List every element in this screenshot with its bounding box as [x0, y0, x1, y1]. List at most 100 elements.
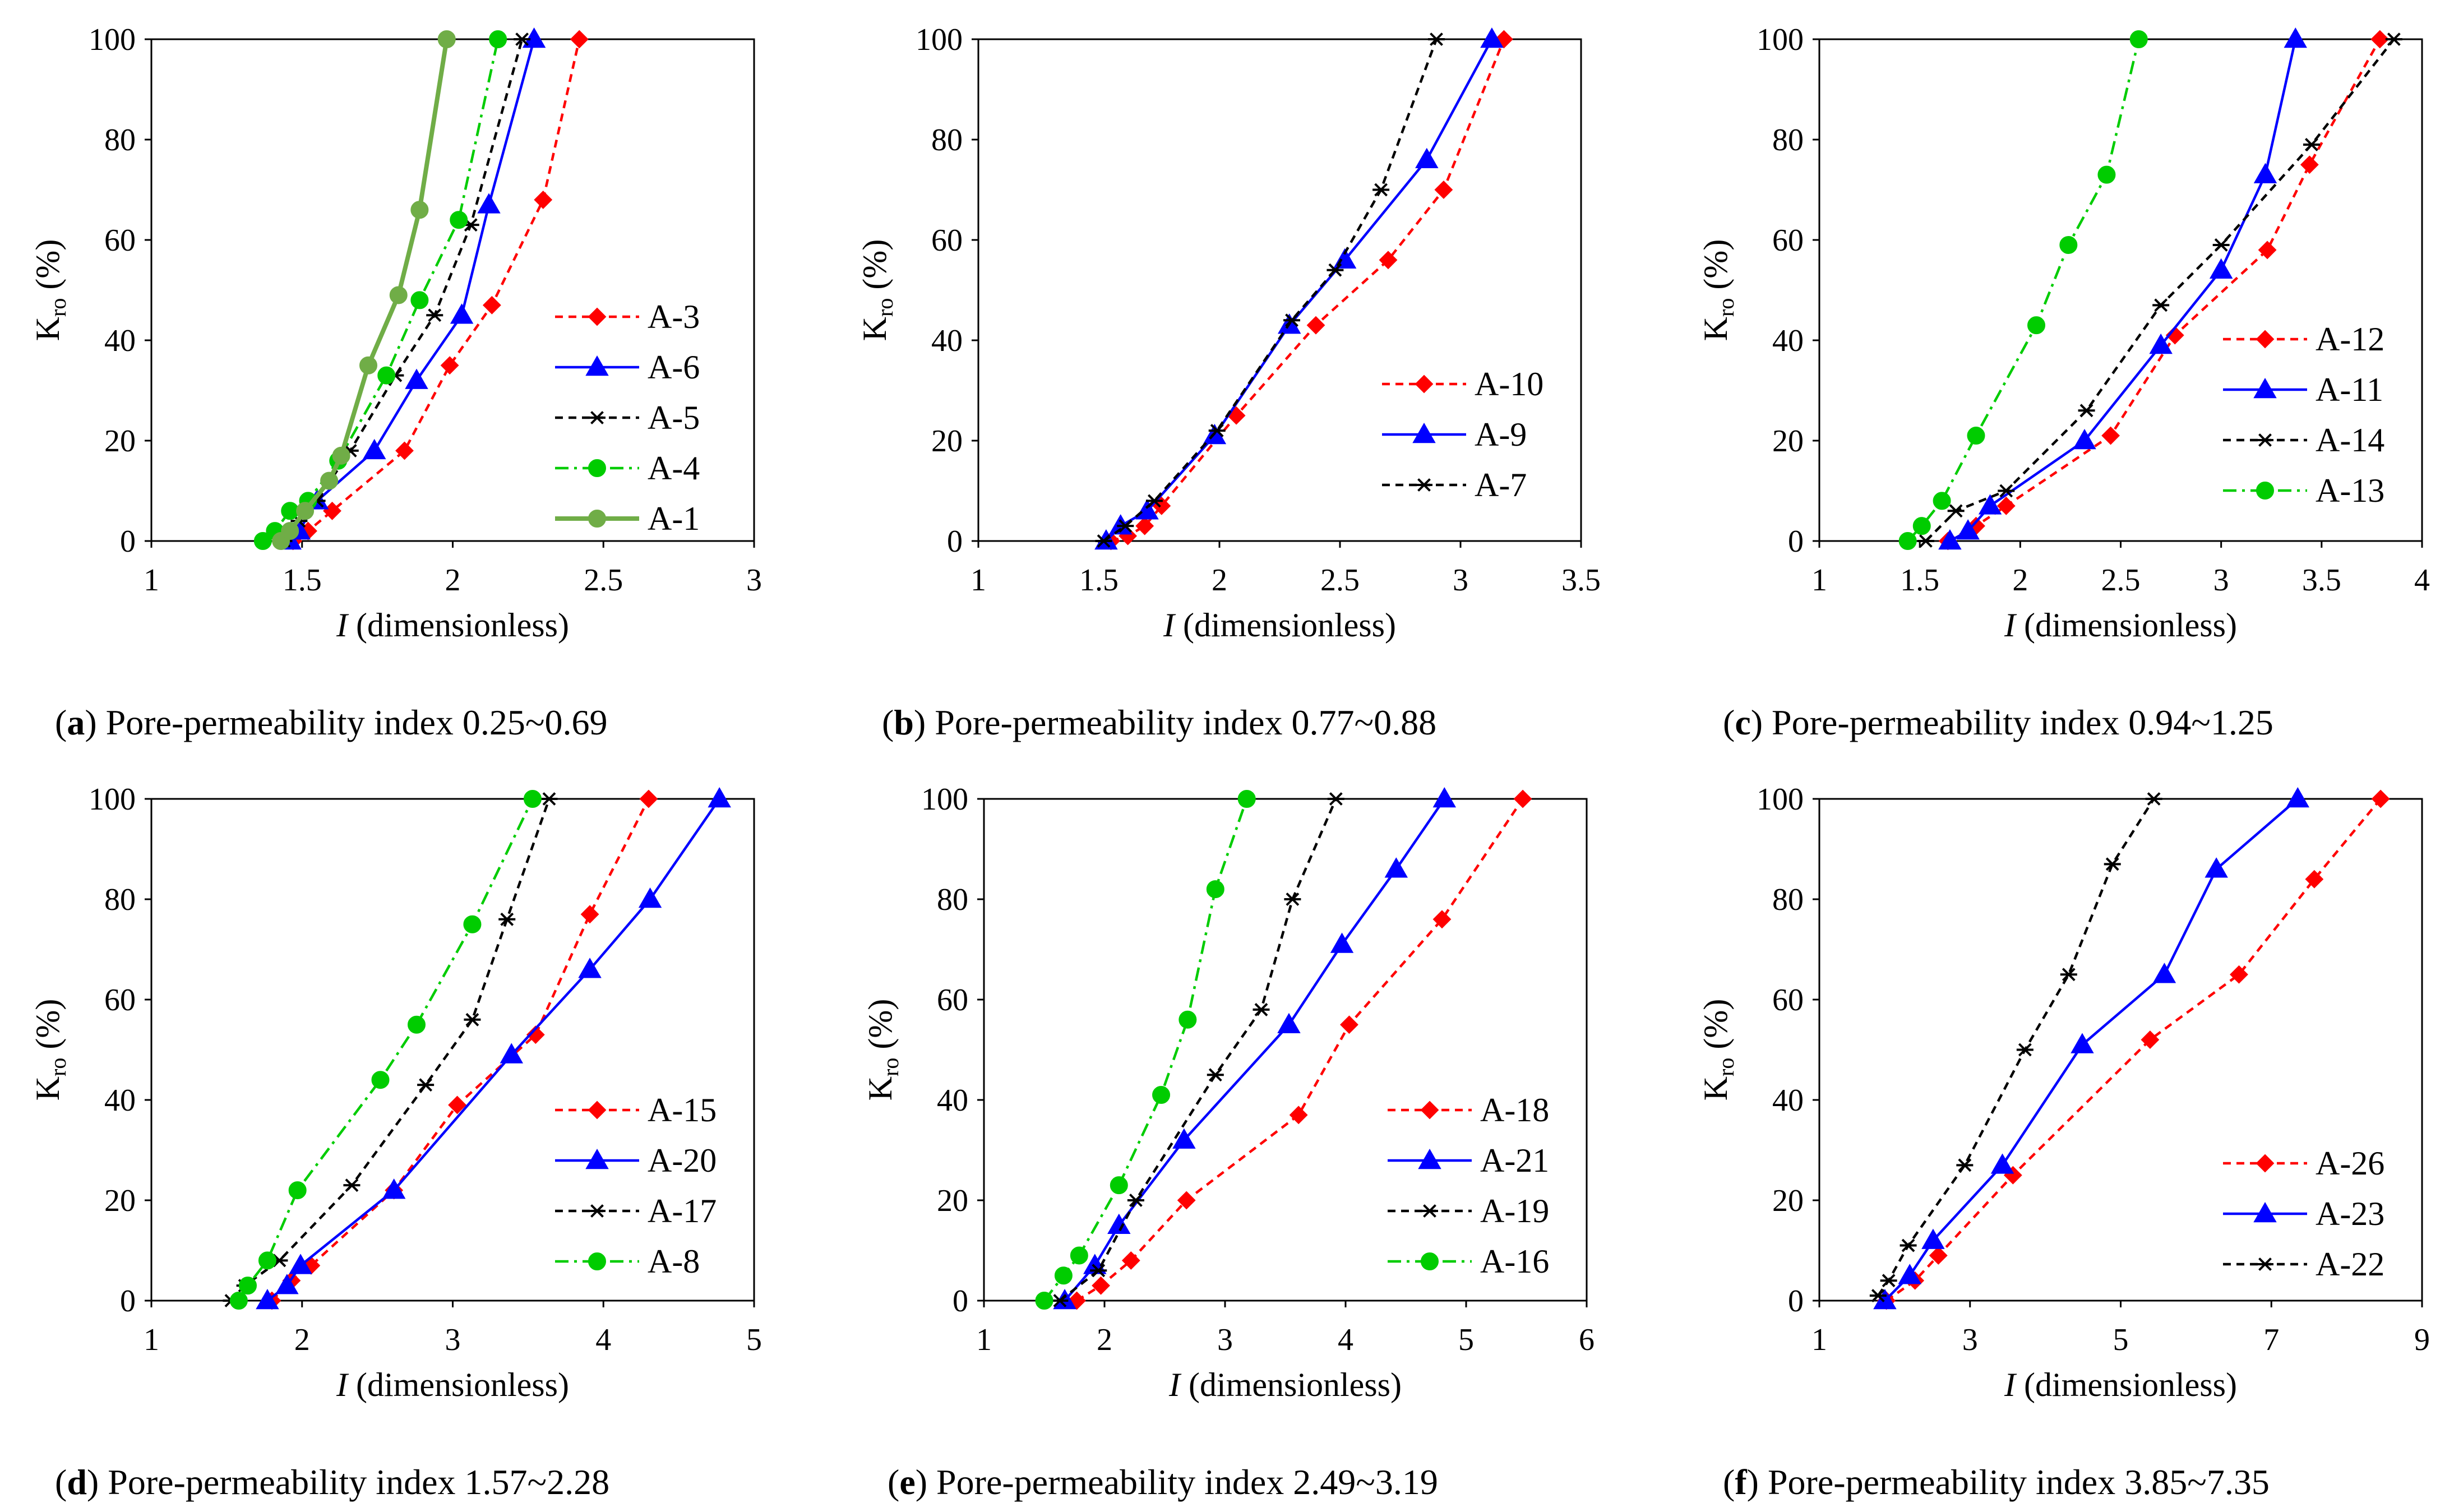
data-point-A-15	[448, 1095, 466, 1115]
legend-marker	[585, 355, 609, 376]
data-point-A-26	[2305, 870, 2324, 889]
series-line-A-18	[1076, 798, 1524, 1302]
data-point-A-20	[382, 1178, 406, 1199]
data-point-A-4	[377, 366, 396, 385]
y-tick-label: 100	[89, 782, 136, 817]
data-point-A-18	[1340, 1015, 1358, 1034]
y-tick-label: 0	[947, 524, 963, 559]
data-point-A-13	[1898, 532, 1917, 550]
legend-marker	[588, 1101, 607, 1120]
data-point-A-11	[2284, 27, 2307, 48]
data-point-A-22	[1956, 1158, 1974, 1172]
data-point-A-20	[578, 958, 602, 978]
data-point-A-23	[2071, 1033, 2094, 1053]
legend-label: A-20	[648, 1142, 717, 1179]
data-point-A-7	[1145, 494, 1163, 508]
x-tick-label: 1.5	[1900, 563, 1939, 598]
panel-e: 0 20 40 60 80 100 1 2 3 4 5 6 I (dimensionless) Kro (…	[862, 782, 1595, 1502]
data-point-A-12	[2258, 241, 2277, 260]
legend-marker	[1415, 374, 1434, 394]
y-tick-label: 80	[104, 882, 136, 917]
series-A-20	[256, 787, 731, 1310]
panel-caption: (a) Pore-permeability index 0.25~0.69	[55, 702, 608, 742]
x-tick-label: 1	[1811, 563, 1827, 598]
y-tick-label: 20	[931, 424, 963, 459]
data-point-A-15	[639, 789, 658, 808]
series-A-9	[1094, 27, 1504, 550]
data-point-A-1	[296, 502, 315, 520]
legend-marker	[2256, 1154, 2275, 1173]
data-point-A-15	[580, 905, 599, 924]
data-point-A-1	[332, 446, 350, 465]
data-point-A-14	[1947, 504, 1965, 518]
data-point-A-20	[500, 1043, 524, 1064]
data-point-A-1	[437, 30, 456, 48]
data-point-A-13	[1933, 492, 1951, 510]
data-point-A-20	[275, 1274, 299, 1294]
y-axis-label: Kro (%)	[856, 239, 898, 341]
data-point-A-3	[534, 190, 553, 209]
series-line-A-7	[1103, 39, 1438, 542]
x-tick-label: 4	[2414, 563, 2430, 598]
data-point-A-22	[2104, 857, 2121, 871]
x-tick-label: 3.5	[2302, 563, 2341, 598]
series-A-26	[1877, 789, 2390, 1310]
data-point-A-19	[1051, 1294, 1069, 1307]
x-tick-label: 2	[2012, 563, 2028, 598]
series-A-22	[1869, 792, 2162, 1302]
legend-label: A-22	[2316, 1246, 2384, 1283]
x-tick-label: 3	[445, 1323, 461, 1357]
data-point-A-16	[1054, 1266, 1073, 1285]
legend-label: A-3	[648, 298, 700, 335]
x-tick-label: 2.5	[2101, 563, 2141, 598]
legend-marker	[1416, 478, 1432, 492]
data-point-A-10	[1306, 316, 1325, 335]
x-tick-label: 1	[144, 563, 159, 598]
legend-marker	[589, 1204, 606, 1218]
legend-label: A-10	[1475, 366, 1543, 403]
data-point-A-16	[1110, 1176, 1128, 1195]
y-axis-label: Kro (%)	[862, 999, 903, 1101]
data-point-A-22	[1869, 1289, 1887, 1302]
data-point-A-4	[450, 211, 468, 229]
data-point-A-17	[343, 1178, 361, 1192]
y-tick-label: 60	[104, 223, 136, 258]
x-axis-label: I (dimensionless)	[336, 607, 569, 644]
series-A-11	[1938, 27, 2307, 550]
y-tick-label: 40	[1772, 323, 1804, 358]
x-axis-label: I (dimensionless)	[2004, 607, 2237, 644]
data-point-A-13	[2097, 165, 2116, 184]
x-tick-label: 1	[976, 1323, 992, 1357]
data-point-A-7	[1095, 534, 1112, 548]
data-point-A-8	[371, 1071, 390, 1089]
y-tick-label: 100	[916, 22, 963, 57]
y-tick-label: 60	[937, 983, 968, 1018]
y-tick-label: 20	[1772, 424, 1804, 459]
legend-label: A-11	[2316, 371, 2383, 408]
data-point-A-6	[363, 438, 386, 460]
data-point-A-7	[1117, 519, 1134, 533]
y-tick-label: 80	[1772, 123, 1804, 158]
data-point-A-23	[2152, 963, 2176, 983]
data-point-A-11	[1938, 529, 1962, 550]
data-point-A-9	[1480, 27, 1504, 48]
legend-label: A-15	[648, 1092, 717, 1129]
y-tick-label: 40	[104, 323, 136, 358]
x-tick-label: 6	[1579, 1323, 1595, 1357]
x-axis-label: I (dimensionless)	[1163, 607, 1396, 644]
data-point-A-14	[2152, 298, 2170, 312]
y-tick-label: 40	[937, 1083, 968, 1118]
data-point-A-11	[1956, 519, 1980, 540]
y-axis-label: Kro (%)	[1697, 999, 1739, 1101]
series-line-A-16	[1043, 798, 1248, 1302]
legend: A-10 A-9 A-7	[1382, 366, 1543, 503]
data-point-A-7	[1208, 424, 1226, 438]
data-point-A-16	[1206, 880, 1224, 899]
data-point-A-19	[1207, 1068, 1224, 1082]
data-point-A-13	[1967, 427, 1985, 445]
data-point-A-20	[708, 787, 731, 808]
data-point-A-4	[410, 291, 429, 309]
legend-label: A-8	[648, 1243, 700, 1280]
data-point-A-6	[450, 303, 474, 324]
y-tick-label: 40	[104, 1083, 136, 1118]
